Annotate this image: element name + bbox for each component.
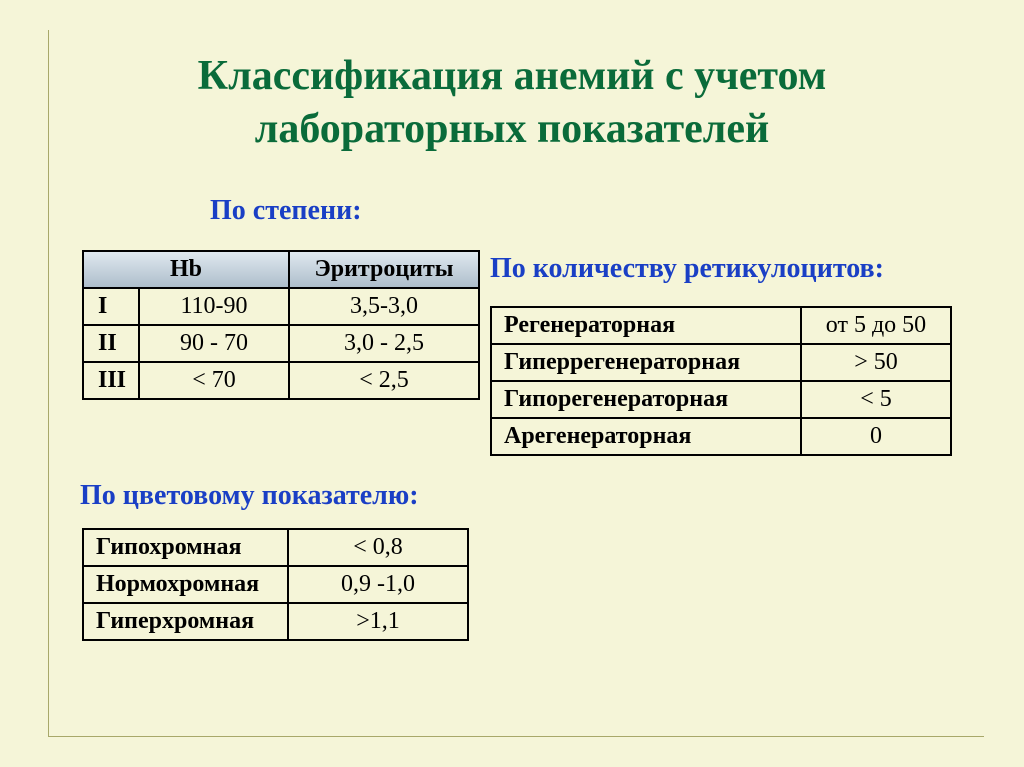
table-row: Hb Эритроциты xyxy=(83,251,479,288)
table-row: Регенераторная от 5 до 50 xyxy=(491,307,951,344)
degree-er: 3,0 - 2,5 xyxy=(289,325,479,362)
table-row: Гиперрегенераторная > 50 xyxy=(491,344,951,381)
retic-name: Арегенераторная xyxy=(491,418,801,455)
degree-er: 3,5-3,0 xyxy=(289,288,479,325)
retic-name: Гипорегенераторная xyxy=(491,381,801,418)
header-hb: Hb xyxy=(83,251,289,288)
degree-hb: 90 - 70 xyxy=(139,325,289,362)
color-name: Нормохромная xyxy=(83,566,288,603)
table-row: Гиперхромная >1,1 xyxy=(83,603,468,640)
degree-roman: III xyxy=(83,362,139,399)
degree-roman: II xyxy=(83,325,139,362)
degree-roman: I xyxy=(83,288,139,325)
degree-hb: 110-90 xyxy=(139,288,289,325)
table-row: I 110-90 3,5-3,0 xyxy=(83,288,479,325)
table-degree: Hb Эритроциты I 110-90 3,5-3,0 II 90 - 7… xyxy=(82,250,480,400)
color-val: >1,1 xyxy=(288,603,468,640)
table-reticulocytes: Регенераторная от 5 до 50 Гиперрегенерат… xyxy=(490,306,952,456)
table-row: Арегенераторная 0 xyxy=(491,418,951,455)
retic-val: 0 xyxy=(801,418,951,455)
color-val: < 0,8 xyxy=(288,529,468,566)
color-val: 0,9 -1,0 xyxy=(288,566,468,603)
retic-name: Регенераторная xyxy=(491,307,801,344)
slide-title: Классификация анемий с учетом лабораторн… xyxy=(0,50,1024,155)
retic-val: < 5 xyxy=(801,381,951,418)
table-row: Гипохромная < 0,8 xyxy=(83,529,468,566)
table-row: Гипорегенераторная < 5 xyxy=(491,381,951,418)
retic-val: от 5 до 50 xyxy=(801,307,951,344)
table-row: Нормохромная 0,9 -1,0 xyxy=(83,566,468,603)
section-label-reticulocytes: По количеству ретикулоцитов: xyxy=(490,253,884,285)
retic-val: > 50 xyxy=(801,344,951,381)
color-name: Гиперхромная xyxy=(83,603,288,640)
title-line-2: лабораторных показателей xyxy=(255,106,769,152)
table-row: III < 70 < 2,5 xyxy=(83,362,479,399)
section-label-color-index: По цветовому показателю: xyxy=(80,480,419,512)
table-row: II 90 - 70 3,0 - 2,5 xyxy=(83,325,479,362)
table-color-index: Гипохромная < 0,8 Нормохромная 0,9 -1,0 … xyxy=(82,528,469,641)
header-erythrocytes: Эритроциты xyxy=(289,251,479,288)
retic-name: Гиперрегенераторная xyxy=(491,344,801,381)
degree-er: < 2,5 xyxy=(289,362,479,399)
degree-hb: < 70 xyxy=(139,362,289,399)
title-line-1: Классификация анемий с учетом xyxy=(198,53,827,99)
section-label-degree: По степени: xyxy=(210,195,362,227)
color-name: Гипохромная xyxy=(83,529,288,566)
